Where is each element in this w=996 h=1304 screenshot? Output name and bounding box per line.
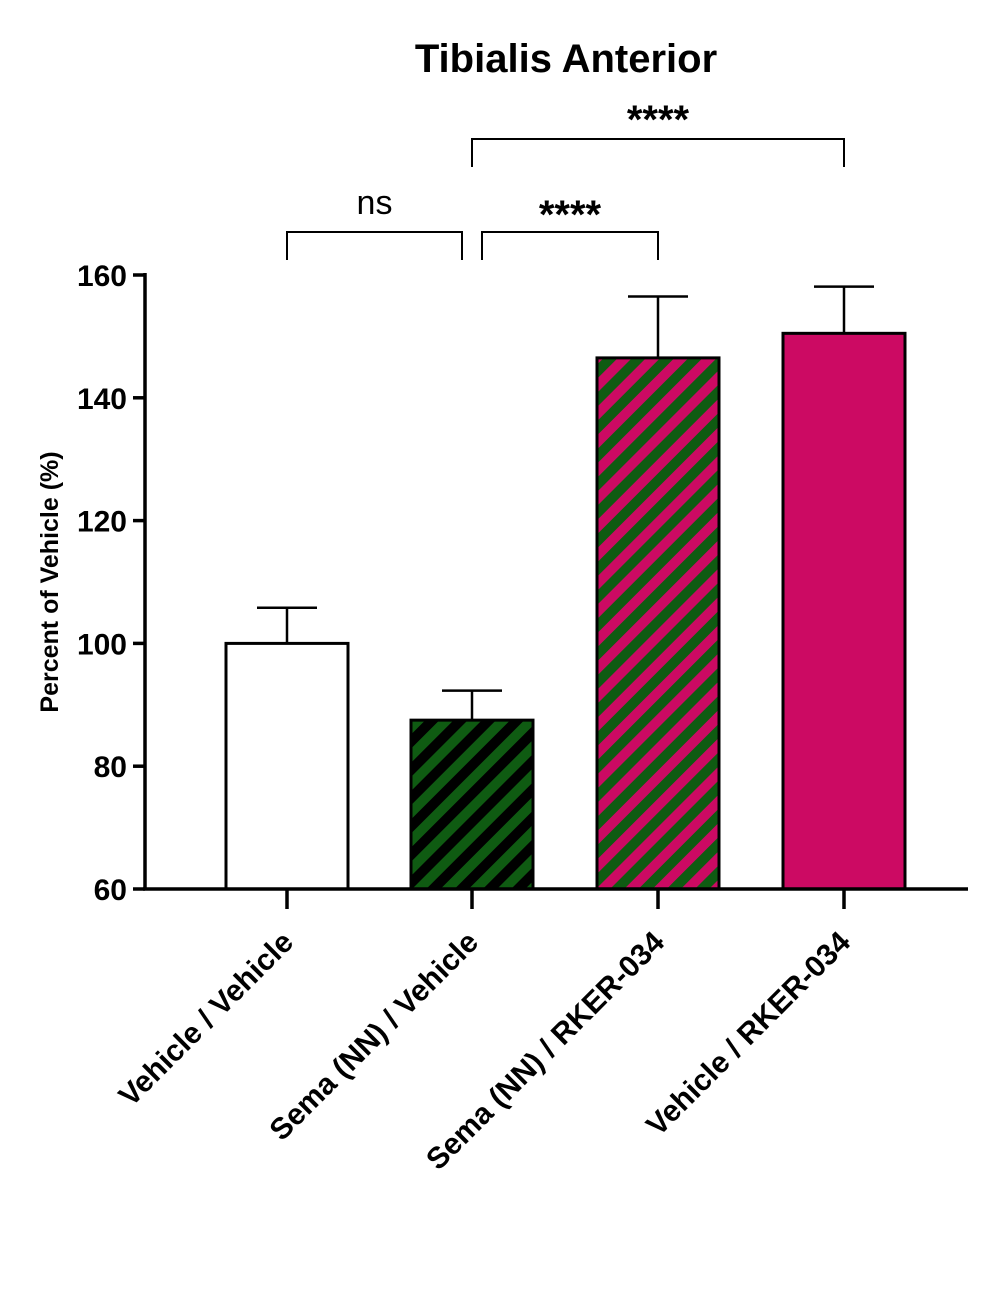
y-tick-label: 60 bbox=[94, 874, 127, 907]
y-tick-label: 80 bbox=[94, 751, 127, 784]
y-tick-label: 140 bbox=[77, 383, 127, 416]
bar-4 bbox=[781, 331, 907, 891]
significance-label: **** bbox=[627, 98, 690, 142]
x-tick-label: Vehicle / Vehicle bbox=[113, 926, 300, 1113]
significance-bracket: ns bbox=[286, 184, 463, 260]
bar-2 bbox=[409, 718, 535, 891]
error-bars bbox=[257, 285, 874, 721]
y-tick-label: 100 bbox=[77, 628, 127, 661]
x-tick-label: Vehicle / RKER-034 bbox=[640, 925, 857, 1142]
bar-3 bbox=[595, 356, 721, 891]
y-tick-label: 120 bbox=[77, 506, 127, 539]
bar-1 bbox=[224, 641, 350, 891]
y-axis-label: Percent of Vehicle (%) bbox=[36, 451, 64, 712]
significance-label: **** bbox=[539, 193, 602, 237]
significance-bracket: **** bbox=[481, 193, 659, 260]
bracket-line bbox=[286, 231, 463, 260]
bars bbox=[224, 331, 907, 891]
bracket-line bbox=[471, 138, 845, 167]
bracket-line bbox=[481, 231, 659, 260]
significance-label: ns bbox=[357, 184, 393, 222]
y-tick-label: 160 bbox=[77, 260, 127, 293]
significance-bracket: **** bbox=[471, 98, 845, 167]
x-tick-label: Sema (NN) / Vehicle bbox=[264, 926, 485, 1147]
significance-brackets: ns **** **** bbox=[286, 98, 845, 260]
chart-title: Tibialis Anterior bbox=[415, 37, 717, 81]
